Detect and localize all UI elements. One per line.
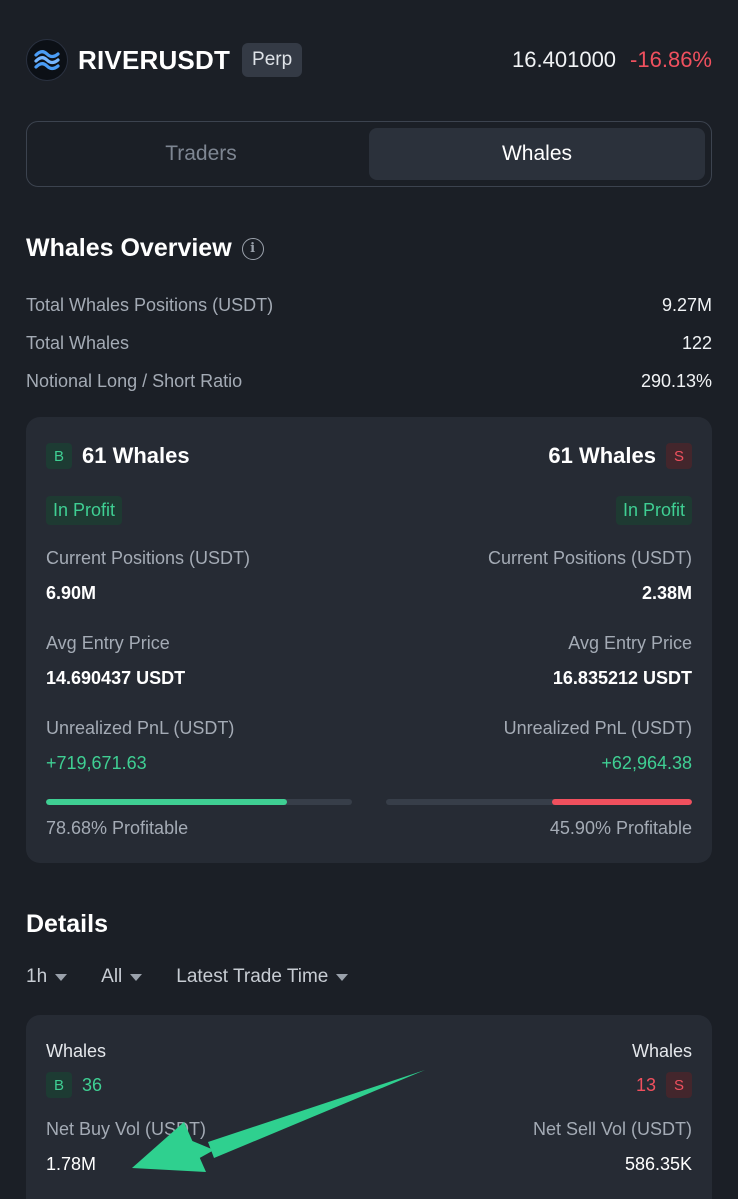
short-positions-label: Current Positions (USDT) — [487, 547, 692, 568]
long-positions-value: 6.90M — [46, 582, 97, 603]
sort-dropdown[interactable]: Latest Trade Time — [176, 966, 349, 988]
sell-whales-count: 13 — [635, 1074, 656, 1095]
entry-label-row: Avg Entry Price Avg Entry Price — [46, 630, 692, 656]
short-profitable-fill — [551, 799, 692, 805]
symbol-name[interactable]: RIVERUSDT — [78, 44, 231, 75]
long-profitable-bar — [46, 799, 352, 805]
details-card-content: Whales Whales B 36 13 S Net Buy Vol (USD… — [46, 1015, 692, 1199]
net-buy-vol-label: Net Buy Vol (USDT) — [46, 1118, 207, 1139]
net-sell-vol-label: Net Sell Vol (USDT) — [532, 1118, 692, 1139]
short-status-tag: In Profit — [615, 495, 692, 525]
sell-side-badge: S — [666, 443, 692, 469]
entry-value-row: 14.690437 USDT 16.835212 USDT — [46, 665, 692, 691]
buy-whales-label: Whales — [46, 1040, 107, 1061]
chevron-down-icon — [336, 973, 349, 981]
long-profitable-text: 78.68% Profitable — [46, 817, 189, 838]
stat-long-short-ratio: Notional Long / Short Ratio 290.13% — [26, 371, 712, 392]
card-content: B 61 Whales 61 Whales S In Profit In Pro… — [46, 417, 692, 863]
details-title-row: Details — [26, 910, 108, 939]
last-price: 16.401000 — [512, 47, 617, 72]
net-sell-vol-value: 586.35K — [624, 1153, 692, 1174]
stat-total-positions: Total Whales Positions (USDT) 9.27M — [26, 295, 712, 316]
sell-whales-label: Whales — [631, 1040, 692, 1061]
side-filter-value: All — [101, 966, 123, 987]
river-wave-logo-icon — [26, 39, 68, 81]
pnl-value-row: +719,671.63 +62,964.38 — [46, 750, 692, 776]
header: RIVERUSDT Perp 16.401000 -16.86% — [26, 38, 712, 82]
long-entry-label: Avg Entry Price — [46, 632, 170, 653]
overview-title-row: Whales Overview i — [26, 234, 264, 263]
price-block: 16.401000 -16.86% — [512, 47, 712, 73]
long-status-tag: In Profit — [46, 495, 123, 525]
stat-total-whales: Total Whales 122 — [26, 333, 712, 354]
long-positions-label: Current Positions (USDT) — [46, 547, 251, 568]
buy-side-badge: B — [46, 443, 72, 469]
details-card: Whales Whales B 36 13 S Net Buy Vol (USD… — [26, 1015, 712, 1199]
long-pnl-label: Unrealized PnL (USDT) — [46, 717, 235, 738]
details-title: Details — [26, 910, 108, 938]
buy-whales-count: 36 — [82, 1074, 103, 1095]
sell-side-badge: S — [666, 1072, 692, 1098]
short-pnl-value: +62,964.38 — [601, 752, 692, 773]
details-whales-label-row: Whales Whales — [46, 1038, 692, 1064]
long-whales-count: 61 Whales — [82, 443, 190, 468]
chevron-down-icon — [55, 973, 68, 981]
info-icon[interactable]: i — [241, 237, 264, 260]
details-count-row: B 36 13 S — [46, 1071, 692, 1099]
details-filters: 1h All Latest Trade Time — [26, 966, 349, 988]
chevron-down-icon — [130, 973, 143, 981]
short-entry-label: Avg Entry Price — [568, 632, 692, 653]
overview-title: Whales Overview — [26, 234, 232, 262]
buy-side-badge: B — [46, 1072, 72, 1098]
short-pnl-label: Unrealized PnL (USDT) — [503, 717, 692, 738]
short-positions-value: 2.38M — [641, 582, 692, 603]
whales-row: B 61 Whales 61 Whales S — [46, 441, 692, 471]
pnl-label-row: Unrealized PnL (USDT) Unrealized PnL (US… — [46, 715, 692, 741]
timeframe-value: 1h — [26, 966, 48, 987]
timeframe-dropdown[interactable]: 1h — [26, 966, 68, 988]
profitable-row: 78.68% Profitable 45.90% Profitable — [46, 815, 692, 841]
long-pnl-value: +719,671.63 — [46, 752, 147, 773]
net-buy-vol-value: 1.78M — [46, 1153, 97, 1174]
tab-whales[interactable]: Whales — [369, 128, 705, 180]
market-type-badge: Perp — [242, 43, 303, 77]
status-row: In Profit In Profit — [46, 495, 692, 525]
long-entry-value: 14.690437 USDT — [46, 667, 186, 688]
details-vol-value-row: 1.78M 586.35K — [46, 1151, 692, 1177]
stat-label: Total Whales — [26, 333, 130, 353]
long-profitable-fill — [46, 799, 287, 805]
stat-value: 9.27M — [661, 295, 712, 315]
view-tabs: Traders Whales — [26, 121, 712, 187]
short-entry-value: 16.835212 USDT — [552, 667, 692, 688]
short-profitable-bar — [386, 799, 692, 805]
stat-value: 290.13% — [640, 371, 712, 391]
details-vol-label-row: Net Buy Vol (USDT) Net Sell Vol (USDT) — [46, 1116, 692, 1142]
tab-traders[interactable]: Traders — [165, 142, 237, 165]
long-short-card: B 61 Whales 61 Whales S In Profit In Pro… — [26, 417, 712, 863]
short-whales-count: 61 Whales — [548, 443, 656, 468]
stat-label: Notional Long / Short Ratio — [26, 371, 243, 391]
positions-value-row: 6.90M 2.38M — [46, 580, 692, 606]
positions-label-row: Current Positions (USDT) Current Positio… — [46, 545, 692, 571]
stat-label: Total Whales Positions (USDT) — [26, 295, 274, 315]
stat-value: 122 — [681, 333, 712, 353]
price-change: -16.86% — [630, 47, 712, 72]
side-filter-dropdown[interactable]: All — [101, 966, 143, 988]
sort-value: Latest Trade Time — [176, 966, 329, 987]
short-profitable-text: 45.90% Profitable — [549, 817, 692, 838]
